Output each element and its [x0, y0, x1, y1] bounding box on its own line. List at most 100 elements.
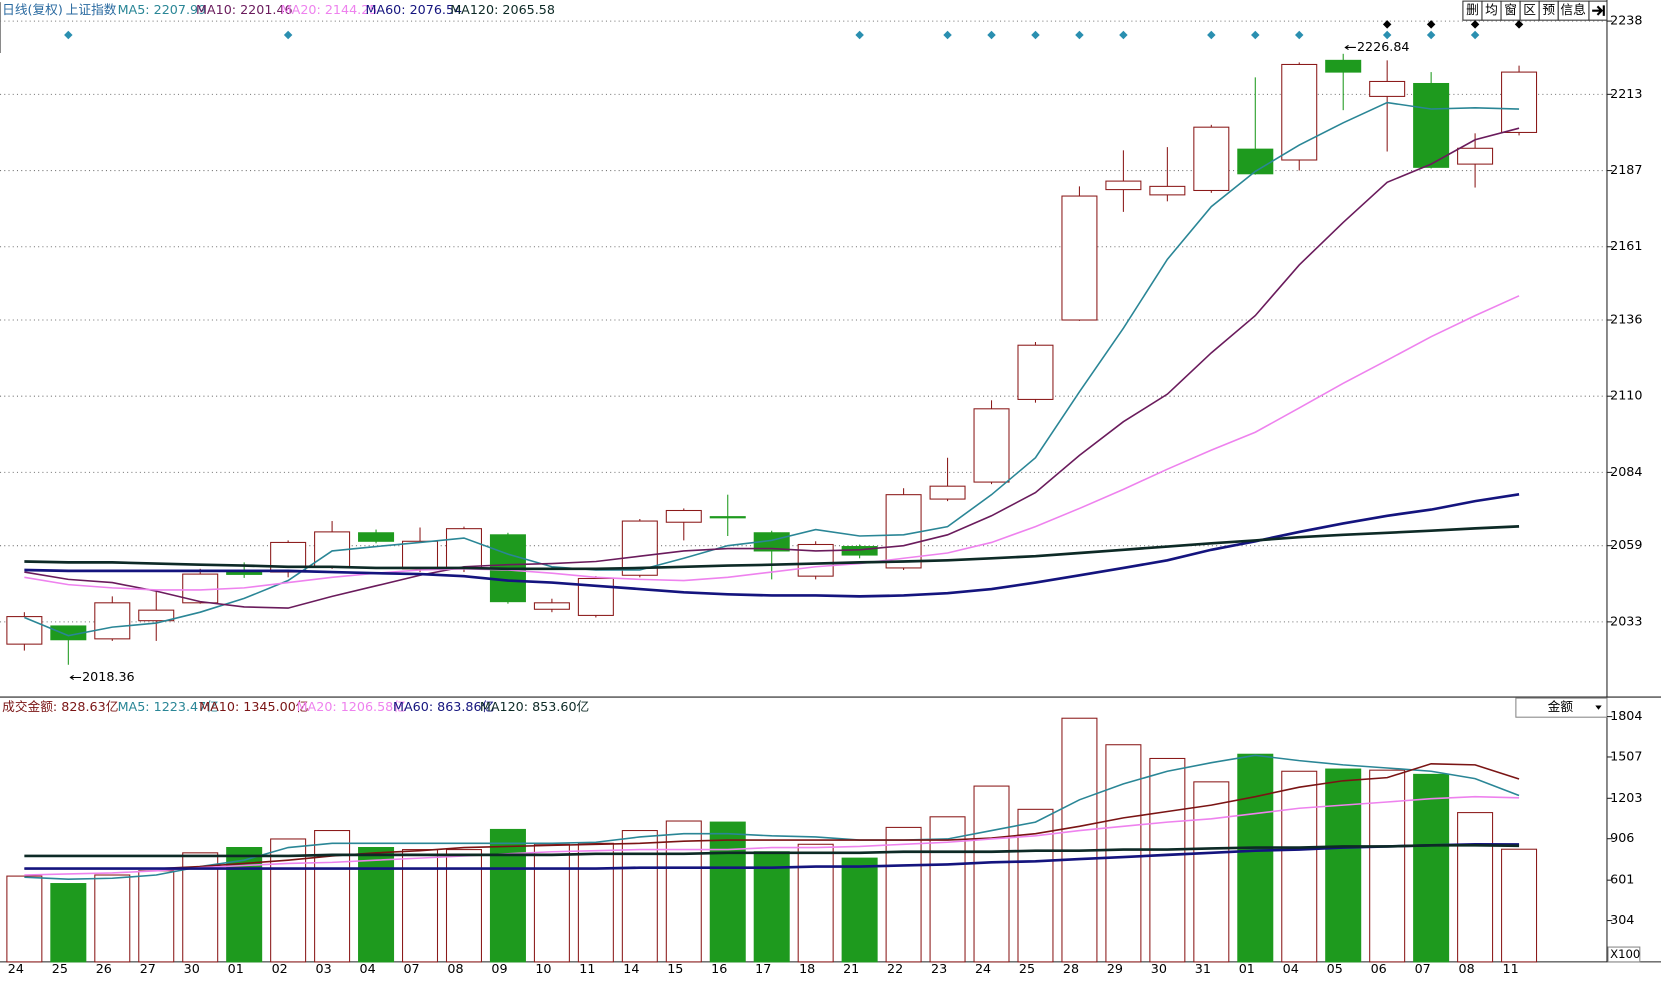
volume-bar — [1061, 717, 1098, 963]
x-tick-label: 29 — [1107, 961, 1123, 976]
y-tick-label: 2084 — [1610, 464, 1642, 479]
y-tick-label: 1507 — [1610, 748, 1642, 763]
dropdown-label: 金额 — [1548, 699, 1574, 714]
candle-body — [709, 516, 746, 519]
x-tick-label: 17 — [755, 961, 771, 976]
y-tick-label: 2238 — [1610, 13, 1642, 28]
signal-diamond — [1470, 20, 1480, 29]
volume-bar — [1149, 757, 1186, 963]
candle-body — [1061, 195, 1098, 321]
x-tick-label: 25 — [52, 961, 68, 976]
exit-icon — [1592, 5, 1605, 16]
dropdown-arrow — [1595, 705, 1602, 710]
signal-diamond — [1251, 30, 1260, 40]
y-tick-label: 2110 — [1610, 388, 1642, 403]
volume-bar — [533, 843, 570, 963]
candle-body — [1193, 126, 1230, 192]
candle-body — [138, 609, 175, 622]
y-tick-label: 1804 — [1610, 708, 1642, 723]
x-tick-label: 24 — [8, 961, 24, 976]
x-tick-label: 09 — [491, 961, 507, 976]
candle-body — [929, 485, 966, 500]
x-tick-label: 26 — [96, 961, 112, 976]
volume-bar — [94, 874, 131, 963]
volume-bar — [1325, 768, 1362, 963]
toolbar-label: 均 — [1485, 2, 1498, 17]
y-tick-label: 2213 — [1610, 86, 1642, 101]
volume-bar — [270, 838, 307, 963]
signal-diamond — [283, 30, 293, 40]
candle-body — [1501, 71, 1538, 133]
x-tick-label: 07 — [1415, 961, 1431, 976]
volume-bar — [1281, 770, 1318, 963]
signal-diamond — [855, 30, 864, 40]
candle-body — [1325, 59, 1362, 73]
x-tick-label: 01 — [1239, 961, 1255, 976]
candle-body — [226, 571, 263, 575]
legend-label: MA20: 2144.25 — [281, 2, 378, 17]
volume-bar — [885, 826, 922, 963]
unit-label: X100 — [1610, 947, 1640, 961]
x-tick-label: 04 — [359, 961, 375, 976]
legend-label: MA10: 2201.46 — [196, 2, 293, 17]
candle-body — [1457, 147, 1494, 165]
x-tick-label: 21 — [843, 961, 859, 976]
volume-bar — [314, 830, 351, 963]
annotation: 2018.36 — [82, 669, 135, 684]
candle-body — [402, 540, 439, 570]
x-tick-label: 07 — [403, 961, 419, 976]
x-tick-label: 10 — [535, 961, 551, 976]
x-tick-label: 01 — [228, 961, 244, 976]
annotation-arrow — [69, 674, 82, 681]
x-tick-label: 08 — [447, 961, 463, 976]
annotation: 2226.84 — [1357, 39, 1410, 54]
x-tick-label: 30 — [184, 961, 200, 976]
signal-diamond — [987, 30, 996, 40]
volume-bar — [1501, 848, 1538, 963]
volume-bar — [182, 852, 219, 963]
x-tick-label: 11 — [579, 961, 595, 976]
legend-label: MA20: 1206.58亿 — [297, 699, 406, 714]
volume-bar — [1237, 753, 1274, 963]
y-tick-label: 2187 — [1610, 162, 1642, 177]
signal-diamond — [1470, 30, 1480, 40]
annotation-arrow — [1344, 44, 1356, 51]
x-tick-label: 16 — [711, 961, 727, 976]
ma-line — [24, 795, 1520, 876]
signal-diamond — [1075, 30, 1084, 40]
candle-body — [6, 616, 43, 645]
legend-label: MA10: 1345.00亿 — [199, 699, 308, 714]
selector[interactable]: 金额 — [1515, 697, 1608, 718]
volume-bar — [1457, 812, 1494, 963]
x-tick-label: 25 — [1019, 961, 1035, 976]
signal-diamond — [1295, 30, 1304, 40]
candle-body — [797, 543, 834, 577]
legend-label: MA5: 2207.99 — [118, 2, 207, 17]
ma-line — [24, 844, 1520, 858]
ma-line — [24, 842, 1520, 870]
legend-label: MA60: 863.86亿 — [393, 699, 494, 714]
ma-line — [24, 762, 1520, 870]
signal-diamond — [1426, 20, 1436, 29]
candle-body — [1017, 344, 1054, 400]
volume-bar — [1413, 773, 1450, 963]
volume-bar — [841, 857, 878, 963]
volume-bar — [621, 830, 658, 963]
volume-bar — [50, 883, 87, 963]
y-tick-label: 304 — [1610, 912, 1634, 927]
candle-body — [1149, 185, 1186, 196]
volume-bar — [402, 849, 439, 963]
ma-line — [24, 127, 1520, 609]
volume-bar — [6, 875, 43, 963]
candle-body — [445, 528, 482, 569]
volume-title: 成交金额: 828.63亿 — [2, 699, 118, 714]
dropdown[interactable] — [1515, 697, 1608, 718]
candle-body — [533, 602, 570, 610]
x-tick-label: 11 — [1502, 961, 1518, 976]
toolbar-label: 窗 — [1504, 2, 1517, 17]
candle-body — [1281, 63, 1318, 161]
x-tick-label: 30 — [1151, 961, 1167, 976]
candle-body — [94, 602, 131, 640]
candle-body — [973, 408, 1010, 483]
unit-box — [1607, 946, 1641, 963]
